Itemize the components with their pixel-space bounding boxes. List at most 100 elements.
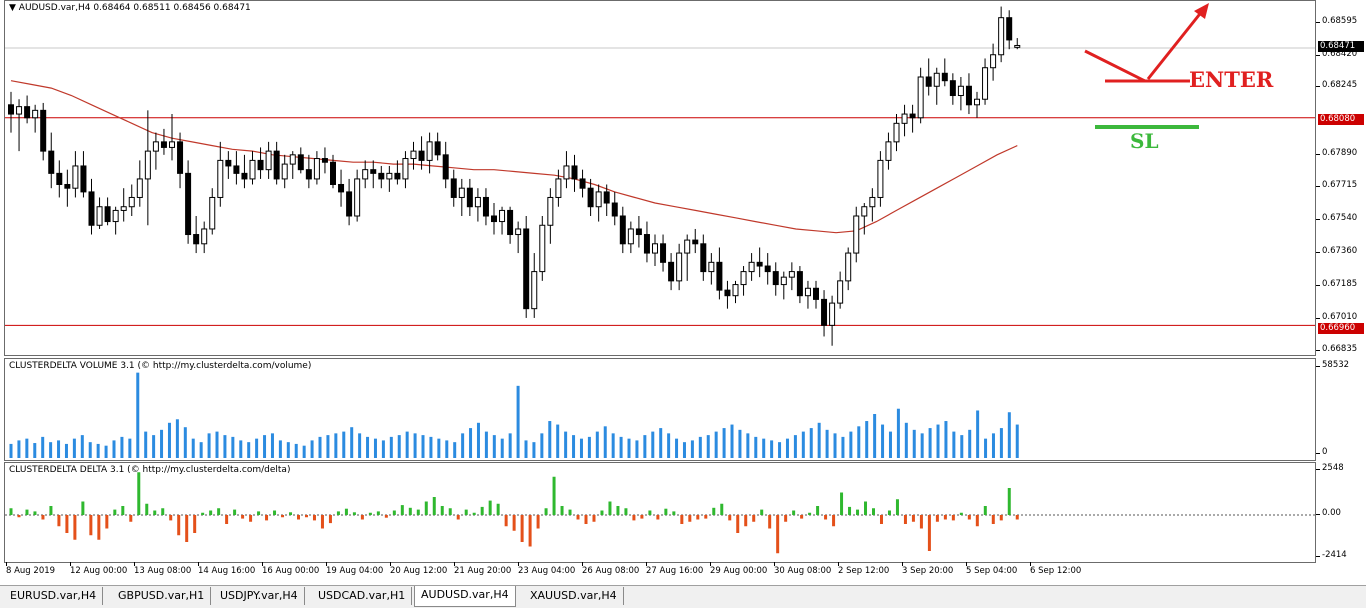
volume-bar — [793, 435, 797, 458]
delta-bar — [504, 515, 508, 527]
delta-bar — [832, 515, 836, 527]
price-tick-label: 0.67010 — [1315, 312, 1358, 322]
delta-bar — [320, 515, 324, 529]
delta-bar — [392, 510, 396, 515]
price-tick-label: 0.67715 — [1315, 180, 1358, 190]
volume-bar — [294, 443, 298, 458]
delta-bar — [249, 515, 253, 522]
delta-bar — [616, 506, 620, 515]
delta-bar — [624, 508, 628, 515]
delta-bar — [927, 515, 931, 551]
candle-body — [933, 72, 940, 87]
delta-indicator-svg — [5, 472, 1315, 554]
delta-bar — [840, 492, 844, 515]
candle — [217, 141, 224, 207]
candle — [547, 188, 554, 244]
symbol-tab[interactable]: USDCAD.var,H1 — [312, 587, 413, 605]
candle — [32, 104, 39, 133]
delta-bar — [201, 512, 205, 515]
candle — [64, 169, 71, 207]
time-tick-label: 14 Aug 16:00 — [198, 562, 256, 576]
delta-bar — [959, 512, 963, 515]
time-tick-label: 3 Sep 20:00 — [902, 562, 954, 576]
delta-bar — [472, 512, 476, 515]
volume-bar — [976, 410, 980, 458]
volume-bar — [1007, 412, 1011, 458]
candle — [394, 160, 401, 185]
candle-body — [305, 169, 312, 180]
delta-bar — [983, 506, 987, 515]
candle-body — [249, 159, 256, 180]
candle-body — [354, 178, 361, 217]
delta-bar — [352, 512, 356, 515]
candle-body — [177, 141, 184, 174]
delta-bar — [89, 515, 93, 536]
candle-body — [313, 158, 320, 180]
symbol-tab[interactable]: GBPUSD.var,H1 — [112, 587, 212, 605]
delta-bar — [440, 506, 444, 515]
candle-body — [692, 239, 699, 245]
delta-bar — [967, 515, 971, 520]
candle-body — [474, 196, 481, 208]
volume-bar — [17, 440, 21, 458]
candle — [450, 169, 457, 207]
candle — [338, 169, 345, 207]
symbol-tab[interactable]: XAUUSD.var,H4 — [524, 587, 624, 605]
candle — [869, 188, 876, 222]
symbol-tab[interactable]: USDJPY.var,H4 — [214, 587, 305, 605]
volume-bar — [999, 428, 1003, 458]
candle — [426, 132, 433, 174]
volume-bar — [746, 433, 750, 458]
candle-body — [418, 150, 425, 161]
candle — [241, 154, 248, 189]
delta-bar — [879, 515, 883, 524]
volume-bar — [651, 431, 655, 458]
volume-bar — [944, 421, 948, 458]
volume-indicator-pane[interactable]: CLUSTERDELTA VOLUME 3.1 (© http://my.clu… — [4, 358, 1316, 461]
candle — [555, 169, 562, 207]
candle-body — [40, 109, 47, 152]
volume-bar — [579, 438, 583, 458]
delta-bar — [568, 509, 572, 515]
candle-body — [716, 261, 723, 291]
time-tick-label: 20 Aug 12:00 — [390, 562, 448, 576]
delta-max-tick: 2548 — [1316, 463, 1344, 473]
delta-bar — [664, 508, 668, 515]
volume-bar — [215, 431, 219, 458]
volume-bar — [564, 431, 568, 458]
delta-bar — [935, 515, 939, 522]
volume-bar — [619, 436, 623, 458]
delta-indicator-pane[interactable]: CLUSTERDELTA DELTA 3.1 (© http://my.clus… — [4, 462, 1316, 563]
candle-body — [813, 287, 819, 300]
volume-bar — [358, 433, 362, 458]
volume-bar — [968, 429, 972, 458]
volume-bar — [57, 440, 61, 458]
candle — [321, 147, 328, 174]
collapse-triangle-icon[interactable]: ▼ — [9, 3, 16, 13]
candle — [804, 280, 811, 309]
time-tick-label: 16 Aug 00:00 — [262, 562, 320, 576]
delta-bar — [584, 515, 588, 524]
candle — [499, 206, 506, 235]
delta-bar — [209, 510, 213, 515]
delta-indicator-title: CLUSTERDELTA DELTA 3.1 (© http://my.clus… — [9, 465, 291, 475]
candle — [853, 206, 860, 263]
volume-bar — [524, 440, 528, 458]
symbol-tab[interactable]: EURUSD.var,H4 — [4, 587, 104, 605]
candle-body — [169, 141, 175, 148]
delta-bar — [328, 515, 332, 524]
candle — [48, 132, 55, 189]
delta-bar — [520, 515, 524, 542]
delta-bar — [73, 515, 77, 540]
volume-bar — [984, 438, 988, 458]
candle — [273, 141, 280, 185]
enter-up-arrow-shaft — [1146, 9, 1205, 80]
price-chart-pane[interactable]: ▼ AUDUSD.var,H4 0.68464 0.68511 0.68456 … — [4, 0, 1316, 356]
candle — [482, 188, 489, 226]
volume-bar — [270, 433, 274, 458]
symbol-tab[interactable]: AUDUSD.var,H4 — [414, 586, 516, 607]
candle-body — [845, 252, 852, 282]
candle-body — [217, 159, 224, 198]
price-tick-label: 0.68595 — [1315, 16, 1358, 26]
candle — [990, 43, 997, 81]
